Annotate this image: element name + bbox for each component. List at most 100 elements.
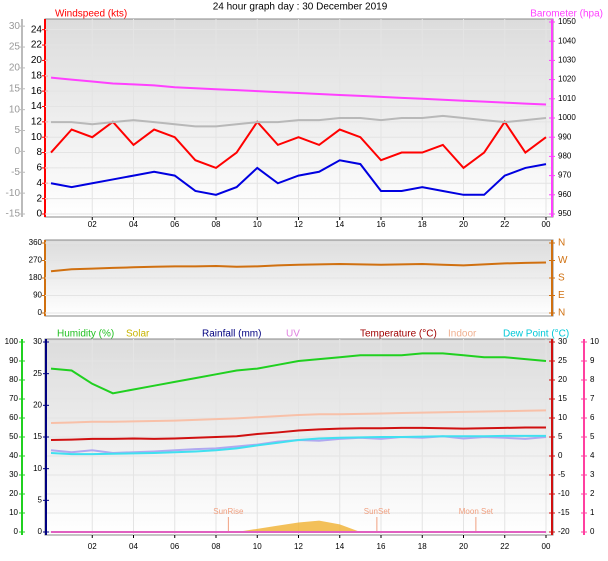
tick-label: 960 — [558, 190, 572, 199]
tick-label: 4 — [36, 178, 42, 189]
tick-label: 360 — [29, 238, 43, 247]
tick-label: 4 — [590, 451, 595, 460]
tick-label: 0 — [590, 527, 595, 536]
tick-label: 70 — [9, 394, 18, 403]
tick-label: 10 — [33, 464, 42, 473]
tick-label: E — [558, 290, 565, 301]
tick-label: N — [558, 308, 565, 319]
tick-label: 1030 — [558, 56, 576, 65]
series-line — [50, 120, 547, 170]
tick-label: 5 — [558, 432, 563, 441]
tick-label: 30 — [33, 337, 42, 346]
tick-label: 5 — [590, 432, 595, 441]
x-tick-label: 06 — [170, 220, 179, 229]
x-tick-label: 18 — [418, 220, 427, 229]
series-line — [51, 114, 547, 128]
tick-label: 15 — [9, 83, 21, 94]
tick-label: 1040 — [558, 36, 576, 45]
tick-label: 12 — [31, 116, 43, 127]
tick-label: 0 — [14, 527, 19, 536]
tick-label: 0 — [38, 308, 43, 317]
annotation: SunRise — [213, 507, 244, 516]
tick-label: 20 — [31, 55, 43, 66]
legend-entry: Windspeed (kts) — [55, 9, 127, 20]
tick-label: 990 — [558, 132, 572, 141]
x-tick-label: 04 — [129, 220, 138, 229]
tick-label: 24 — [31, 24, 43, 35]
series-line — [50, 409, 547, 424]
tick-label: 2 — [36, 193, 42, 204]
tick-label: 90 — [33, 291, 42, 300]
legend-entry: Indoor — [448, 329, 477, 340]
tick-label: 1010 — [558, 94, 576, 103]
x-tick-label: 02 — [88, 220, 97, 229]
tick-label: 100 — [5, 337, 19, 346]
x-tick-label: 22 — [500, 220, 509, 229]
tick-label: 10 — [9, 104, 21, 115]
x-tick-label: 00 — [542, 542, 551, 551]
x-tick-label: 16 — [377, 220, 386, 229]
tick-label: 15 — [33, 432, 42, 441]
x-tick-label: 16 — [377, 542, 386, 551]
tick-label: -15 — [558, 508, 570, 517]
tick-label: 1000 — [558, 113, 576, 122]
x-tick-label: 04 — [129, 542, 138, 551]
series-line — [50, 159, 547, 196]
x-tick-label: 10 — [253, 542, 262, 551]
tick-label: 950 — [558, 209, 572, 218]
annotation: SunSet — [364, 507, 391, 516]
chart-title: 24 hour graph day : 30 December 2019 — [213, 2, 388, 13]
tick-label: 6 — [590, 413, 595, 422]
x-tick-label: 14 — [335, 220, 344, 229]
tick-label: 20 — [558, 375, 567, 384]
series-line — [50, 426, 546, 442]
tick-label: 30 — [9, 470, 18, 479]
tick-label: 1050 — [558, 17, 576, 26]
legend-entry: Dew Point (°C) — [503, 329, 569, 340]
tick-label: 20 — [9, 489, 18, 498]
tick-label: 25 — [33, 369, 42, 378]
tick-label: 5 — [14, 125, 20, 136]
tick-label: -15 — [6, 209, 21, 220]
tick-label: 0 — [14, 146, 20, 157]
legend-entry: Humidity (%) — [57, 329, 114, 340]
tick-label: 20 — [33, 400, 42, 409]
tick-label: 0 — [36, 209, 42, 220]
tick-label: 980 — [558, 152, 572, 161]
tick-label: 25 — [9, 42, 21, 53]
tick-label: 8 — [36, 147, 42, 158]
x-tick-label: 10 — [253, 220, 262, 229]
legend-entry: UV — [286, 329, 300, 340]
legend-entry: Solar — [126, 329, 150, 340]
x-tick-label: 02 — [88, 542, 97, 551]
x-tick-label: 12 — [294, 542, 303, 551]
x-tick-label: 08 — [212, 220, 221, 229]
annotation: Moon Set — [459, 507, 494, 516]
series-line — [50, 434, 546, 456]
tick-label: 3 — [590, 470, 595, 479]
x-tick-label: 18 — [418, 542, 427, 551]
series-line — [50, 352, 547, 395]
x-tick-label: 22 — [500, 542, 509, 551]
x-tick-label: 12 — [294, 220, 303, 229]
x-tick-label: 00 — [542, 220, 551, 229]
series-line — [50, 76, 547, 106]
tick-label: N — [558, 238, 565, 249]
tick-label: 6 — [36, 163, 42, 174]
tick-label: 1 — [590, 508, 595, 517]
tick-label: 15 — [558, 394, 567, 403]
tick-label: 60 — [9, 413, 18, 422]
tick-label: 30 — [558, 337, 567, 346]
tick-label: 0 — [558, 451, 563, 460]
tick-label: 10 — [31, 132, 43, 143]
x-tick-label: 14 — [335, 542, 344, 551]
tick-label: 22 — [31, 40, 43, 51]
tick-label: -10 — [558, 489, 570, 498]
x-tick-label: 08 — [212, 542, 221, 551]
tick-label: 8 — [590, 375, 595, 384]
series-line — [50, 261, 547, 273]
tick-label: 5 — [38, 495, 43, 504]
tick-label: 180 — [29, 273, 43, 282]
tick-label: S — [558, 273, 565, 284]
tick-label: 270 — [29, 256, 43, 265]
